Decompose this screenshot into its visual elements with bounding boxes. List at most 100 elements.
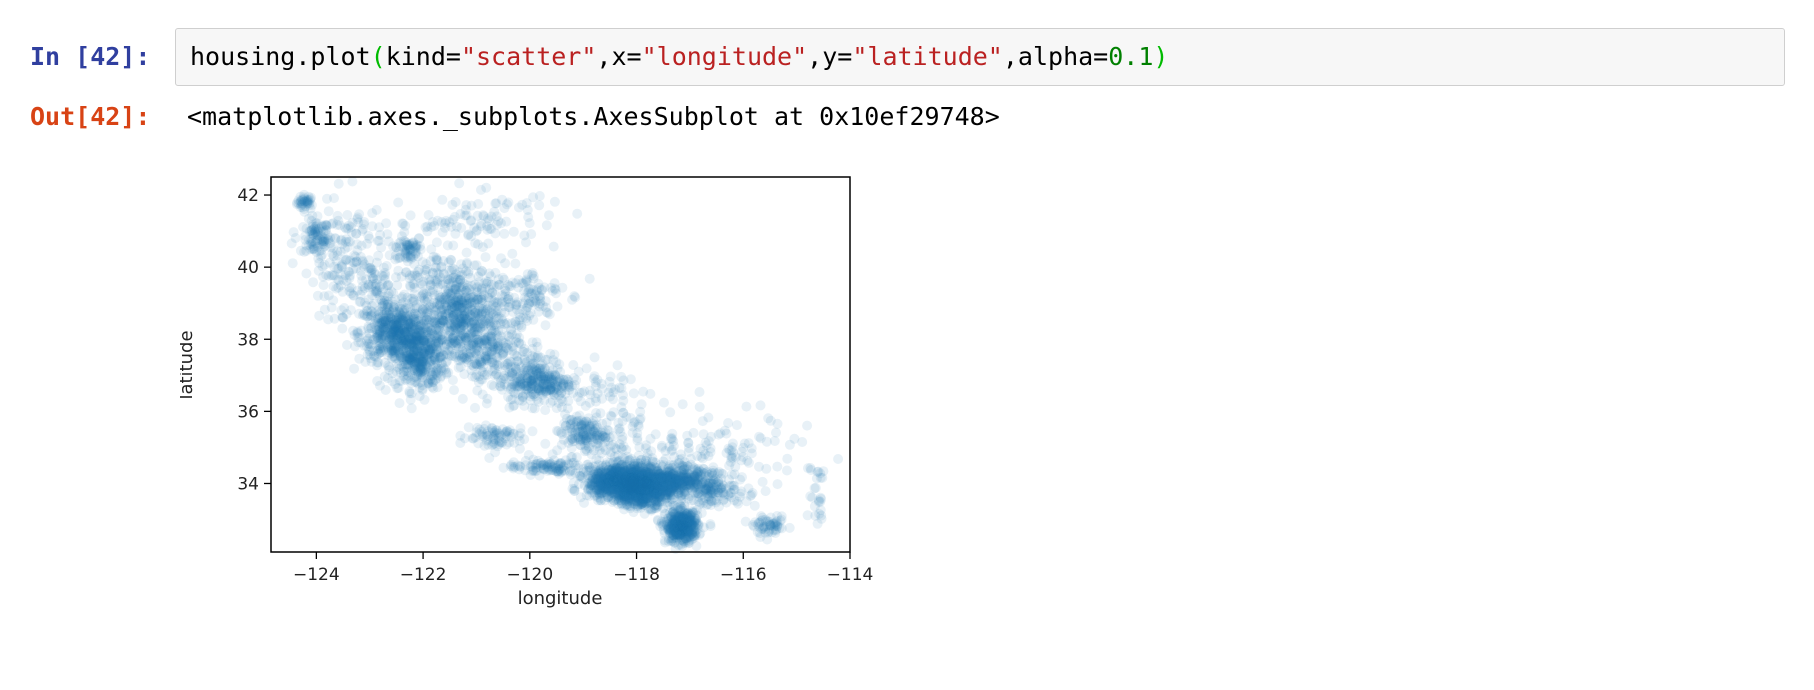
code-open-paren: (: [370, 42, 386, 71]
scatter-point: [378, 310, 388, 321]
scatter-point: [470, 359, 481, 370]
scatter-point: [414, 321, 425, 332]
scatter-point: [388, 334, 398, 345]
scatter-point: [508, 387, 519, 397]
scatter-point: [675, 513, 685, 524]
scatter-point: [299, 204, 310, 214]
scatter-point: [403, 252, 414, 262]
scatter-point: [309, 243, 320, 254]
scatter-point: [319, 235, 330, 246]
scatter-point: [408, 237, 419, 248]
code-separator: ,: [596, 42, 612, 71]
scatter-point: [299, 196, 310, 207]
scatter-point: [391, 326, 402, 337]
scatter-point: [470, 332, 481, 343]
scatter-point: [401, 239, 412, 250]
scatter-point: [400, 339, 411, 350]
scatter-point: [384, 340, 395, 351]
scatter-point: [391, 242, 401, 253]
scatter-point: [302, 198, 313, 209]
code-arg-kind-key: kind=: [385, 42, 461, 71]
scatter-point: [312, 241, 323, 252]
scatter-point: [305, 203, 316, 214]
scatter-point: [405, 244, 416, 255]
scatter-point: [312, 230, 323, 241]
scatter-point: [433, 332, 444, 343]
scatter-point: [487, 423, 498, 434]
scatter-point: [416, 330, 427, 341]
scatter-point: [296, 196, 307, 207]
scatter-point: [410, 248, 421, 259]
scatter-point: [318, 234, 329, 245]
scatter-point: [293, 198, 304, 209]
scatter-point: [353, 337, 364, 348]
output-prompt: Out[42]:: [30, 102, 151, 131]
scatter-point: [310, 221, 321, 232]
scatter-point: [307, 236, 318, 247]
scatter-point: [295, 202, 306, 213]
scatter-point: [639, 508, 650, 519]
scatter-point: [525, 391, 536, 402]
scatter-point: [496, 437, 507, 448]
scatter-point: [405, 317, 416, 328]
scatter-point: [459, 352, 470, 363]
scatter-point: [306, 226, 317, 237]
scatter-point: [400, 252, 410, 262]
scatter-point: [380, 357, 390, 368]
scatter-point: [490, 350, 500, 360]
scatter-point: [377, 316, 387, 326]
scatter-point: [363, 333, 374, 344]
scatter-point: [310, 227, 321, 238]
scatter-point: [417, 359, 427, 370]
scatter-point: [495, 381, 506, 391]
code-input-area[interactable]: housing.plot(kind="scatter",x="longitude…: [175, 28, 1785, 86]
scatter-point: [378, 321, 389, 332]
scatter-point: [404, 240, 415, 251]
scatter-point: [305, 226, 316, 237]
scatter-point: [388, 338, 399, 348]
scatter-point: [422, 350, 433, 361]
scatter-point: [401, 253, 412, 264]
scatter-point: [308, 241, 319, 252]
scatter-point: [408, 293, 419, 304]
scatter-point: [408, 251, 418, 262]
scatter-point: [569, 486, 580, 496]
scatter-point: [324, 238, 335, 249]
scatter-point: [337, 323, 348, 334]
scatter-point: [403, 241, 414, 252]
scatter-point: [316, 245, 327, 256]
scatter-point: [639, 482, 650, 493]
scatter-point: [375, 325, 386, 336]
scatter-point: [400, 236, 411, 247]
scatter-point: [397, 315, 407, 326]
scatter-points: [286, 176, 844, 554]
scatter-point: [304, 239, 315, 250]
scatter-point: [394, 302, 405, 312]
scatter-point: [301, 245, 312, 256]
scatter-point: [481, 398, 492, 409]
scatter-point: [306, 225, 317, 235]
scatter-point: [387, 324, 398, 335]
scatter-point: [397, 340, 408, 351]
scatter-point: [299, 246, 310, 257]
scatter-point: [307, 239, 318, 250]
scatter-point: [363, 338, 374, 349]
scatter-point: [649, 503, 660, 514]
scatter-point: [401, 244, 412, 255]
scatter-point: [302, 198, 313, 209]
scatter-point: [408, 240, 419, 251]
scatter-point: [463, 341, 474, 352]
scatter-point: [405, 243, 416, 254]
scatter-point: [403, 319, 414, 330]
scatter-point: [374, 324, 384, 335]
scatter-point: [349, 363, 360, 374]
scatter-point: [399, 246, 410, 257]
scatter-point: [314, 246, 325, 256]
scatter-point: [411, 239, 421, 250]
scatter-point: [308, 244, 319, 255]
scatter-point: [307, 219, 318, 230]
scatter-point: [372, 360, 383, 371]
scatter-point: [320, 234, 331, 244]
code-line[interactable]: housing.plot(kind="scatter",x="longitude…: [190, 42, 1168, 71]
scatter-point: [430, 315, 441, 326]
